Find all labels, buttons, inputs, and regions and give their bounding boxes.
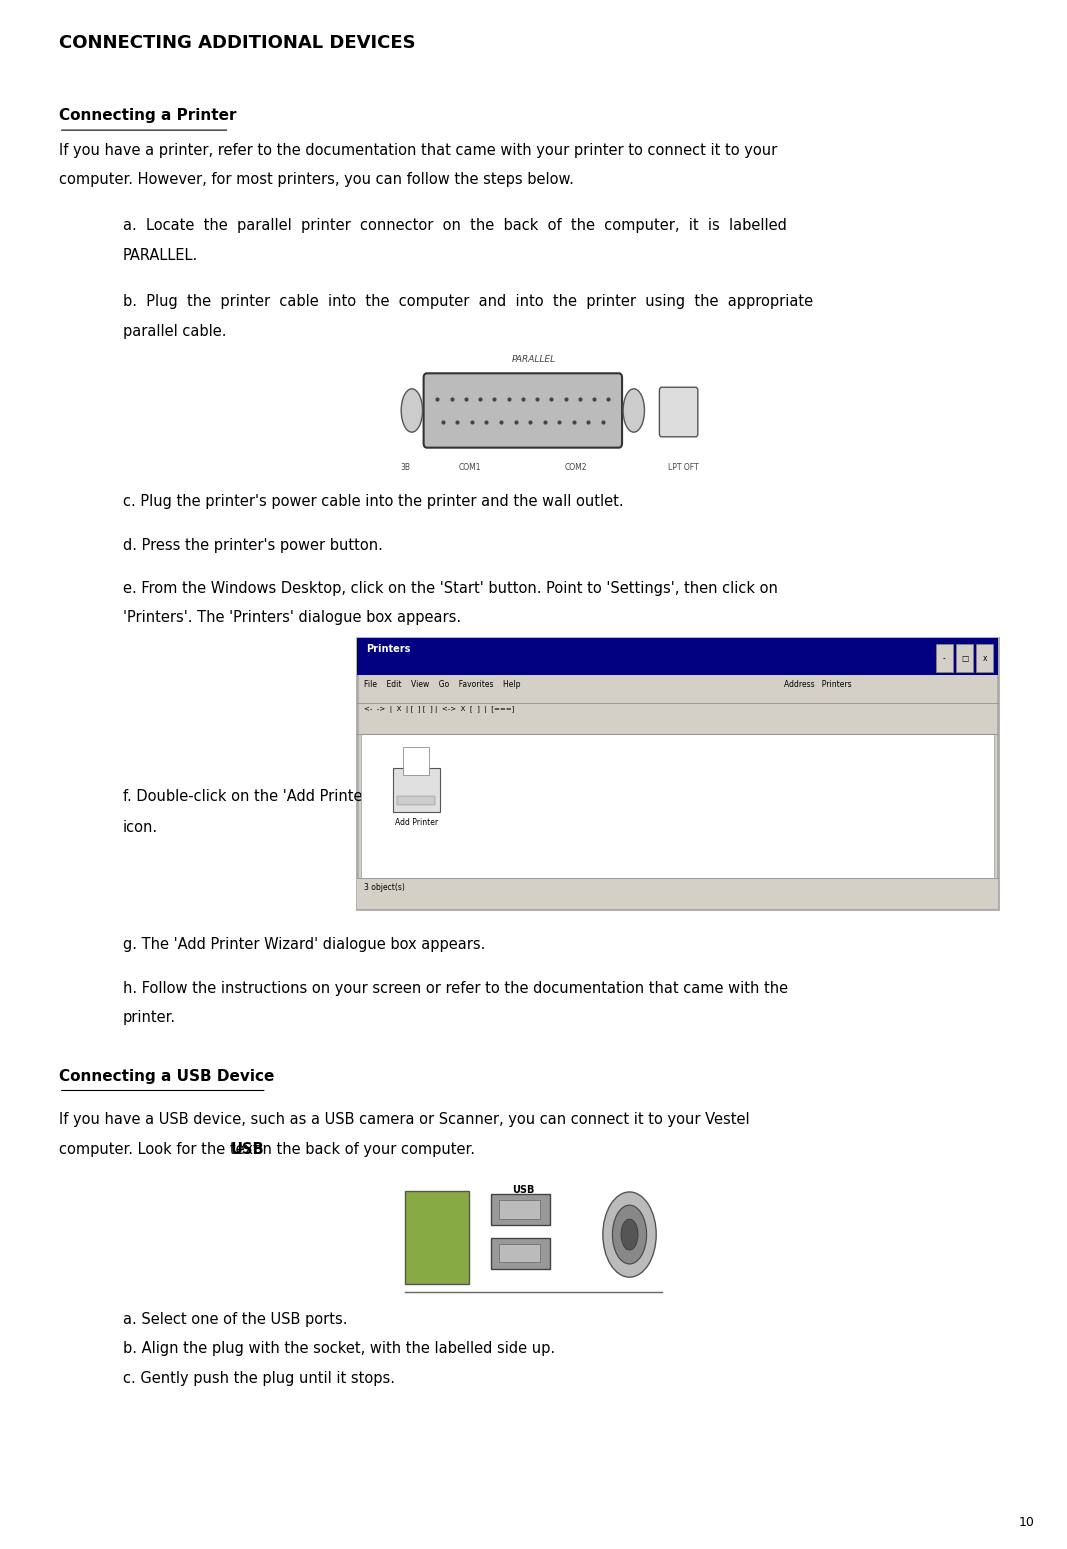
Text: d. Press the printer's power button.: d. Press the printer's power button. (123, 538, 383, 553)
Bar (393, 768, 440, 812)
Text: CONNECTING ADDITIONAL DEVICES: CONNECTING ADDITIONAL DEVICES (59, 34, 415, 53)
Text: PARALLEL.: PARALLEL. (123, 248, 198, 263)
Text: f. Double-click on the 'Add Printer': f. Double-click on the 'Add Printer' (123, 790, 372, 804)
Bar (936, 644, 953, 672)
Text: c. Gently push the plug until it stops.: c. Gently push the plug until it stops. (123, 1371, 395, 1386)
Text: LPT OFT: LPT OFT (668, 463, 698, 472)
Text: x: x (983, 654, 987, 663)
Ellipse shape (612, 1205, 647, 1264)
Text: parallel cable.: parallel cable. (123, 324, 226, 339)
Ellipse shape (623, 389, 644, 432)
Text: Address   Printers: Address Printers (784, 680, 851, 689)
Text: If you have a printer, refer to the documentation that came with your printer to: If you have a printer, refer to the docu… (59, 143, 777, 158)
Text: a. Select one of the USB ports.: a. Select one of the USB ports. (123, 1312, 347, 1327)
Text: USB: USB (512, 1185, 534, 1194)
Bar (499, 1244, 540, 1262)
Text: on the back of your computer.: on the back of your computer. (249, 1142, 475, 1157)
Ellipse shape (603, 1193, 656, 1278)
Text: □: □ (961, 654, 968, 663)
Bar (976, 644, 993, 672)
Bar (491, 1238, 550, 1269)
Text: g. The 'Add Printer Wizard' dialogue box appears.: g. The 'Add Printer Wizard' dialogue box… (123, 937, 485, 953)
Text: 'Printers'. The 'Printers' dialogue box appears.: 'Printers'. The 'Printers' dialogue box … (123, 610, 461, 626)
Text: <-  ->  |  X  | [  ] [  ] |  <->  X  [  ]  |  [===]: <- -> | X | [ ] [ ] | <-> X [ ] | [===] (364, 706, 514, 714)
Text: 10: 10 (1019, 1516, 1035, 1529)
FancyBboxPatch shape (424, 373, 622, 448)
Text: e. From the Windows Desktop, click on the 'Start' button. Point to 'Settings', t: e. From the Windows Desktop, click on th… (123, 581, 778, 596)
Text: PARALLEL: PARALLEL (511, 355, 556, 364)
Text: File    Edit    View    Go    Favorites    Help: File Edit View Go Favorites Help (364, 680, 521, 689)
Bar (397, 796, 435, 805)
FancyBboxPatch shape (659, 387, 698, 437)
Ellipse shape (401, 389, 423, 432)
Text: Printers: Printers (366, 644, 411, 654)
Text: computer. However, for most printers, you can follow the steps below.: computer. However, for most printers, yo… (59, 172, 574, 187)
Text: h. Follow the instructions on your screen or refer to the documentation that cam: h. Follow the instructions on your scree… (123, 981, 787, 996)
Text: Add Printer: Add Printer (395, 818, 437, 827)
Ellipse shape (621, 1219, 638, 1250)
Bar (357, 638, 998, 675)
Text: Connecting a USB Device: Connecting a USB Device (59, 1069, 274, 1084)
Text: USB: USB (230, 1142, 265, 1157)
Text: COM1: COM1 (458, 463, 481, 472)
Bar (357, 638, 998, 909)
Text: printer.: printer. (123, 1010, 176, 1025)
Text: b. Align the plug with the socket, with the labelled side up.: b. Align the plug with the socket, with … (123, 1341, 555, 1357)
Text: c. Plug the printer's power cable into the printer and the wall outlet.: c. Plug the printer's power cable into t… (123, 494, 623, 510)
Text: COM2: COM2 (564, 463, 588, 472)
Text: b.  Plug  the  printer  cable  into  the  computer  and  into  the  printer  usi: b. Plug the printer cable into the compu… (123, 294, 813, 310)
Bar (956, 644, 973, 672)
Text: 3 object(s): 3 object(s) (364, 883, 404, 892)
Text: -: - (943, 654, 945, 663)
Bar (499, 1200, 540, 1219)
Bar (357, 878, 998, 909)
Text: computer. Look for the text: computer. Look for the text (59, 1142, 264, 1157)
Text: Connecting a Printer: Connecting a Printer (59, 108, 236, 124)
Text: 3B: 3B (400, 463, 411, 472)
Bar (405, 1191, 469, 1284)
Text: a.  Locate  the  parallel  printer  connector  on  the  back  of  the  computer,: a. Locate the parallel printer connector… (123, 218, 786, 234)
Bar (491, 1194, 550, 1225)
Bar (403, 747, 429, 774)
Text: If you have a USB device, such as a USB camera or Scanner, you can connect it to: If you have a USB device, such as a USB … (59, 1112, 749, 1128)
Bar (361, 734, 994, 878)
Text: icon.: icon. (123, 821, 158, 835)
